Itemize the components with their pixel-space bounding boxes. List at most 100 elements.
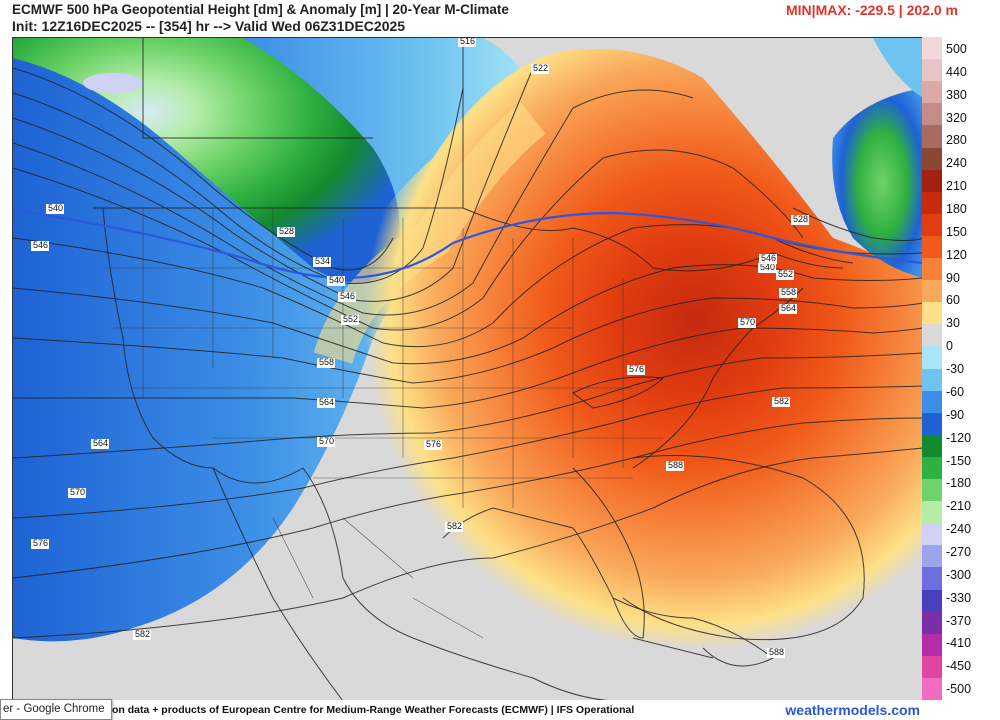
colorbar-label: 180 — [946, 202, 967, 217]
colorbar-swatch — [922, 280, 942, 303]
colorbar-swatch — [922, 368, 942, 392]
colorbar-label: 150 — [946, 224, 967, 239]
trough-anomaly-northeast — [832, 88, 923, 278]
contour-label: 528 — [793, 214, 808, 224]
colorbar-swatch — [922, 125, 942, 148]
colorbar-label: -150 — [946, 453, 972, 468]
colorbar-swatch — [922, 37, 942, 60]
colorbar-label: 380 — [946, 87, 967, 102]
window-tooltip: er - Google Chrome — [0, 699, 112, 720]
colorbar-swatch — [922, 567, 942, 590]
colorbar-label: -270 — [946, 544, 972, 559]
colorbar-swatch — [922, 191, 942, 215]
contour-label: 558 — [781, 287, 796, 297]
colorbar-swatch — [922, 456, 942, 480]
colorbar-label: -370 — [946, 613, 972, 628]
contour-label: 522 — [533, 63, 548, 73]
min-max-readout: MIN|MAX: -229.5 | 202.0 m — [785, 2, 958, 18]
map-title: ECMWF 500 hPa Geopotential Height [dm] &… — [12, 2, 509, 17]
colorbar-label: 90 — [946, 270, 960, 285]
colorbar-label: 30 — [946, 316, 960, 331]
540dm-contour — [13, 208, 923, 280]
negative-anomaly-northeast-edge — [873, 38, 923, 98]
colorbar-swatch — [922, 103, 942, 126]
colorbar-label: -240 — [946, 522, 972, 537]
colorbar-swatch — [922, 81, 942, 104]
contour-label: 576 — [426, 439, 441, 449]
contour-label: 546 — [761, 253, 776, 263]
colorbar-label: 210 — [946, 179, 967, 194]
colorbar-swatch — [922, 545, 942, 568]
colorbar-label: 500 — [946, 42, 967, 56]
colorbar-label: 0 — [946, 339, 953, 354]
anomaly-colorbar — [922, 37, 942, 701]
contour-label: 528 — [279, 226, 294, 236]
contour-label: 576 — [629, 364, 644, 374]
colorbar-swatch — [922, 147, 942, 171]
contour-label: 546 — [340, 291, 355, 301]
contour-label: 552 — [343, 314, 358, 324]
colorbar-label: -210 — [946, 499, 972, 514]
colorbar-label: 320 — [946, 110, 967, 125]
colorbar-label: 440 — [946, 64, 967, 79]
data-credit: on data + products of European Centre fo… — [112, 704, 635, 716]
colorbar-swatch — [922, 412, 942, 436]
contour-label: 546 — [33, 240, 48, 250]
contour-label: 582 — [774, 396, 789, 406]
country-borders — [93, 38, 844, 701]
contour-label: 516 — [460, 38, 475, 46]
colorbar-swatch — [922, 324, 942, 347]
colorbar-swatch — [922, 169, 942, 193]
colorbar-swatch — [922, 213, 942, 237]
contour-label: 540 — [48, 203, 63, 213]
colorbar-swatch — [922, 633, 942, 657]
colorbar-swatch — [922, 589, 942, 613]
colorbar-label: -500 — [946, 682, 972, 697]
colorbar-label: 280 — [946, 133, 967, 148]
contour-label: 588 — [769, 647, 784, 657]
contour-label: 570 — [70, 487, 85, 497]
colorbar-swatch — [922, 302, 942, 325]
contour-label: 570 — [319, 436, 334, 446]
colorbar-label: 120 — [946, 247, 967, 262]
colorbar-swatch — [922, 390, 942, 414]
colorbar-label: -60 — [946, 384, 965, 399]
colorbar-swatch — [922, 346, 942, 369]
contour-label: 534 — [315, 256, 330, 266]
contour-label: 558 — [319, 357, 334, 367]
colorbar-swatch — [922, 434, 942, 458]
contour-label: 552 — [778, 269, 793, 279]
init-valid-time: Init: 12Z16DEC2025 -- [354] hr --> Valid… — [12, 18, 406, 34]
colorbar-label: -450 — [946, 659, 972, 674]
colorbar-swatch — [922, 479, 942, 502]
contour-label: 582 — [447, 521, 462, 531]
colorbar-label: 240 — [946, 156, 967, 171]
forecast-map: 516 522 528 534 540 540 540 546 546 552 … — [12, 37, 924, 702]
colorbar-swatch — [922, 655, 942, 679]
contour-label: 540 — [760, 262, 775, 272]
contour-label: 540 — [329, 275, 344, 285]
contour-label: 564 — [319, 397, 334, 407]
contour-label: 582 — [135, 629, 150, 639]
colorbar-swatch — [922, 611, 942, 635]
colorbar-swatch — [922, 258, 942, 281]
contour-label: 570 — [740, 317, 755, 327]
trough-anomaly-northwest — [13, 38, 400, 283]
contour-label: 564 — [93, 438, 108, 448]
colorbar-swatch — [922, 677, 942, 701]
colorbar-label: -90 — [946, 407, 965, 422]
colorbar-swatch — [922, 235, 942, 259]
footer-bar — [0, 700, 1000, 720]
contour-label: 564 — [781, 303, 796, 313]
contour-label: 588 — [668, 460, 683, 470]
colorbar-label: -30 — [946, 362, 965, 377]
contour-label: 576 — [33, 538, 48, 548]
colorbar-label: -330 — [946, 590, 972, 605]
colorbar-label: -410 — [946, 636, 972, 651]
strong-negative-anomaly-core — [83, 73, 143, 93]
colorbar-label: 60 — [946, 293, 960, 308]
contour-labels: 516 522 528 534 540 540 540 546 546 552 … — [31, 38, 809, 658]
brand-link[interactable]: weathermodels.com — [785, 702, 920, 718]
colorbar-label: -300 — [946, 567, 972, 582]
colorbar-label: -120 — [946, 430, 972, 445]
